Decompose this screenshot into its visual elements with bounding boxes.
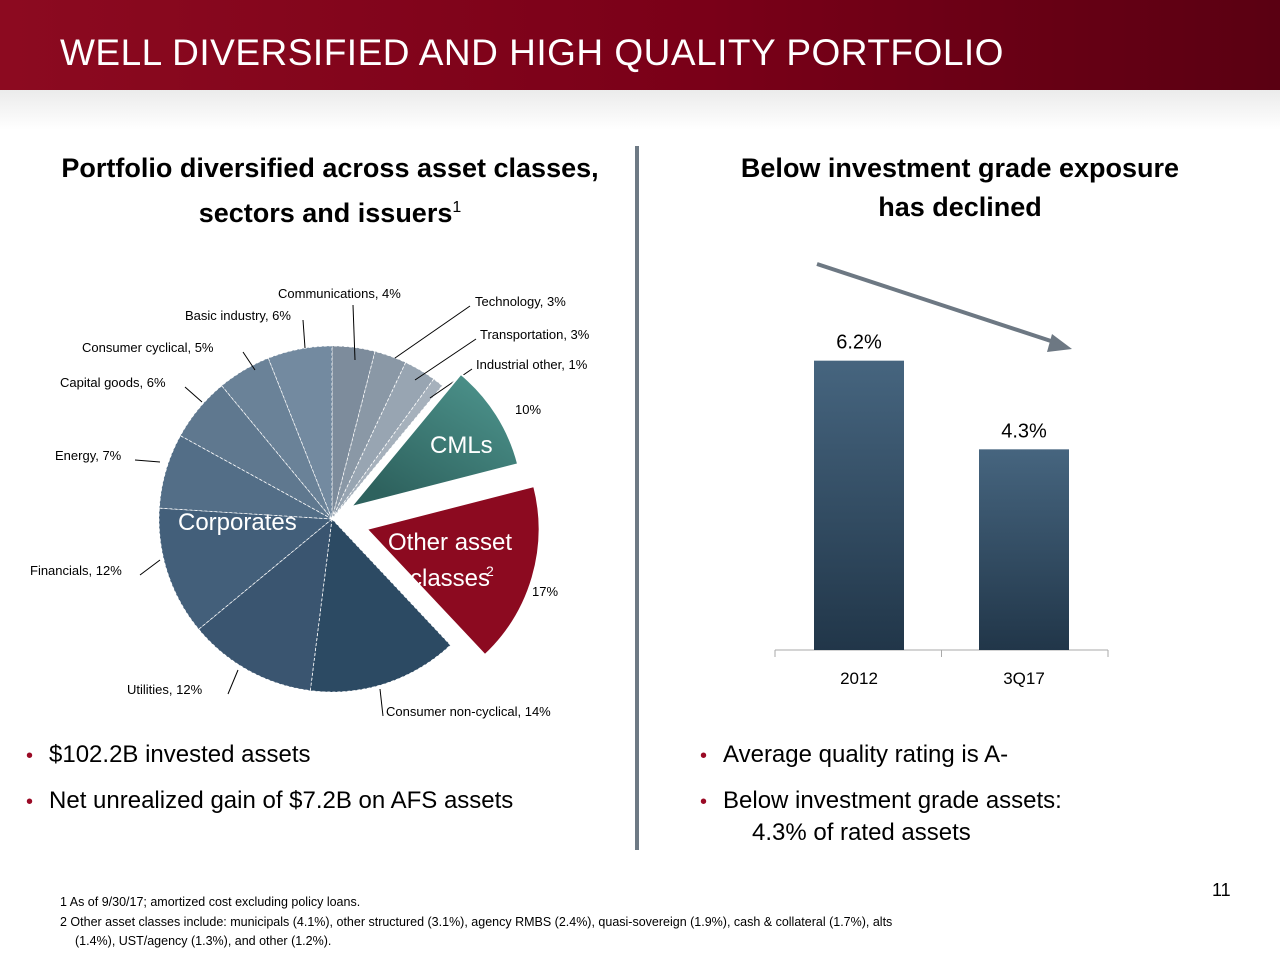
header-banner: WELL DIVERSIFIED AND HIGH QUALITY PORTFO… — [0, 0, 1280, 90]
pie-slice-10 — [347, 372, 520, 509]
page-title: WELL DIVERSIFIED AND HIGH QUALITY PORTFO… — [60, 32, 1004, 73]
bar-category-label: 2012 — [840, 669, 878, 688]
bar-3Q17 — [979, 449, 1069, 650]
bullet-dot: • — [26, 745, 34, 767]
pie-leader-line — [414, 338, 477, 381]
pie-leader-line — [139, 559, 161, 576]
pie-group-label-other-line1: Other asset — [388, 529, 512, 556]
bullet-dot: • — [26, 791, 34, 813]
right-heading-line1: Below investment grade exposure — [740, 153, 1180, 183]
page-number: 11 — [1212, 880, 1231, 900]
footnote-ref-2: 2 — [486, 563, 494, 579]
pie-slice-communications-4 — [331, 345, 376, 520]
left-bullet-1: • $102.2B invested assets — [26, 735, 311, 776]
pie-slice-label: Consumer cyclical, 5% — [82, 340, 214, 355]
footnote-2-continued: (1.4%), UST/agency (1.3%), and other (1.… — [75, 934, 332, 948]
pie-group-label-other-line2: classes — [410, 565, 490, 592]
pie-slice-label: 17% — [532, 584, 558, 599]
pie-slice-energy-7 — [158, 435, 333, 520]
bar-value-label: 4.3% — [1001, 420, 1047, 442]
pie-slice-industrial-other-1 — [331, 378, 443, 520]
right-bullet-2: • Below investment grade assets: — [700, 781, 1062, 822]
pie-slice-label: Industrial other, 1% — [476, 357, 588, 372]
bullet-text: Average quality rating is A- — [723, 741, 1009, 768]
left-heading-line2: sectors and issuers1 — [40, 188, 620, 233]
header-shadow — [0, 90, 1280, 130]
pie-slice-label: Transportation, 3% — [480, 327, 590, 342]
pie-leader-line — [429, 368, 473, 399]
vertical-divider — [635, 146, 639, 850]
bar-2012 — [814, 360, 904, 650]
pie-leader-line — [227, 669, 239, 695]
pie-leader-line — [184, 386, 203, 403]
pie-group-label-cmls: CMLs — [430, 432, 493, 459]
left-heading: Portfolio diversified across asset class… — [40, 149, 620, 233]
right-heading: Below investment grade exposure has decl… — [690, 149, 1230, 227]
bar-category-label: 3Q17 — [1003, 669, 1045, 688]
pie-slice-label: Utilities, 12% — [127, 682, 203, 697]
trend-arrow-line — [816, 262, 1061, 346]
pie-slice-label: Capital goods, 6% — [60, 375, 166, 390]
pie-leader-line — [379, 688, 384, 717]
pie-slice-label: Basic industry, 6% — [185, 308, 291, 323]
bullet-text: $102.2B invested assets — [49, 741, 311, 768]
pie-slice-technology-3 — [331, 350, 407, 520]
pie-slice-utilities-12 — [198, 518, 333, 692]
pie-slice-consumer-non-cyclical-14 — [309, 518, 451, 693]
bullet-text: Below investment grade assets: — [723, 787, 1062, 814]
pie-slice-label: Financials, 12% — [30, 563, 122, 578]
right-bullet-1: • Average quality rating is A- — [700, 735, 1008, 776]
footnote-1: 1 As of 9/30/17; amortized cost excludin… — [60, 895, 361, 909]
pie-leader-line — [134, 459, 161, 463]
pie-leader-line — [352, 304, 356, 361]
footnote-2: 2 Other asset classes include: municipal… — [60, 915, 893, 929]
footnote-ref-1: 1 — [452, 199, 462, 216]
pie-leader-line — [394, 305, 471, 359]
pie-slice-label: 10% — [515, 402, 541, 417]
bullet-dot: • — [700, 791, 708, 813]
pie-leader-line — [242, 351, 256, 371]
portfolio-pie-chart: Communications, 4% Technology, 3% Transpor… — [30, 286, 590, 719]
pie-slice-capital-goods-6 — [179, 385, 333, 520]
pie-leader-line — [302, 319, 306, 349]
pie-slice-17 — [364, 484, 541, 657]
pie-slice-label: Communications, 4% — [278, 286, 401, 301]
left-heading-line2-text: sectors and issuers — [198, 198, 453, 228]
bar-value-label: 6.2% — [836, 332, 882, 354]
pie-slice-basic-industry-6 — [267, 345, 333, 520]
pie-slice-label: Technology, 3% — [475, 294, 566, 309]
bullet-dot: • — [700, 745, 708, 767]
left-bullet-2: • Net unrealized gain of $7.2B on AFS ass… — [26, 781, 513, 822]
right-heading-line2: has declined — [878, 192, 1042, 222]
pie-slice-transportation-3 — [331, 361, 435, 520]
below-ig-bar-chart: 6.2% 2012 4.3% 3Q17 — [774, 262, 1109, 688]
bullet-text: Net unrealized gain of $7.2B on AFS asse… — [49, 787, 514, 814]
trend-arrow-head-icon — [1047, 334, 1072, 352]
right-bullet-2-continued: 4.3% of rated assets — [752, 819, 971, 846]
pie-group-label-corporates: Corporates — [178, 509, 297, 536]
pie-slice-label: Consumer non-cyclical, 14% — [386, 704, 551, 719]
pie-slice-label: Energy, 7% — [55, 448, 122, 463]
pie-slice-financials-12 — [158, 507, 334, 630]
left-heading-line1: Portfolio diversified across asset class… — [61, 153, 599, 183]
